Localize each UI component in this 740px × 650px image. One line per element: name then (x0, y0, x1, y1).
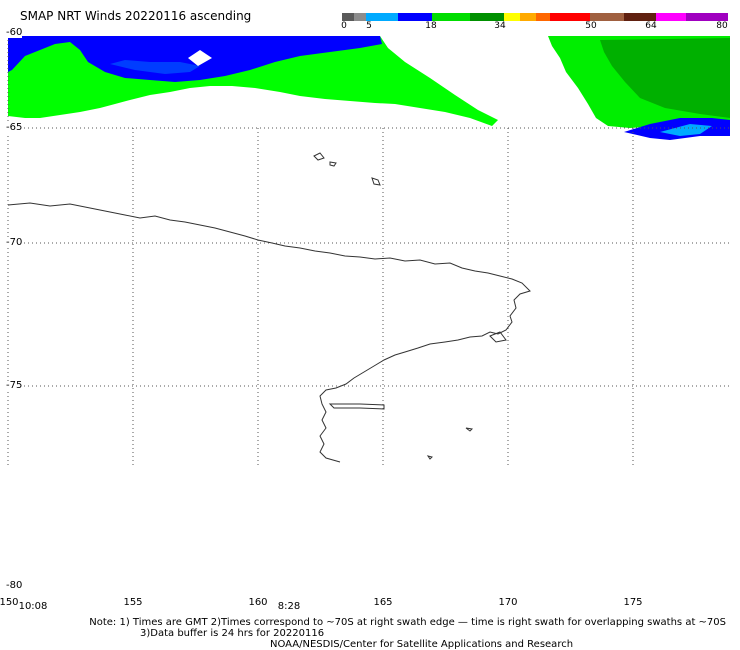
swath-time-left: 10:08 (18, 601, 48, 612)
lat-label-70: -70 (6, 237, 23, 248)
lon-label-175: 175 (623, 597, 643, 608)
lat-label-80: -80 (6, 580, 23, 591)
colorbar-swatch-7 (520, 13, 536, 21)
lat-label-65: -65 (6, 122, 23, 133)
colorbar-label-0: 0 (341, 21, 347, 31)
colorbar-label-64: 64 (645, 21, 657, 31)
colorbar-swatch-9 (550, 13, 590, 21)
colorbar-swatch-3 (398, 13, 432, 21)
colorbar-swatch-12 (656, 13, 686, 21)
antarctic-coastline (7, 202, 531, 463)
note-line-3: NOAA/NESDIS/Center for Satellite Applica… (270, 639, 574, 650)
lon-label-160: 160 (248, 597, 268, 608)
colorbar-label-5: 5 (366, 21, 372, 31)
colorbar-swatch-1 (354, 13, 366, 21)
balleny-island-1 (313, 152, 325, 161)
data-gap (188, 50, 212, 66)
lon-label-155: 155 (123, 597, 143, 608)
lon-label-170: 170 (498, 597, 518, 608)
colorbar-label-34: 34 (494, 21, 506, 31)
coastline-inlet (328, 403, 385, 410)
colorbar-swatches (342, 13, 728, 21)
wind-swath-right-lightblue (660, 124, 712, 136)
balleny-island-2 (329, 161, 337, 167)
colorbar-swatch-5 (470, 13, 504, 21)
islet-1 (465, 427, 474, 432)
swath-time-right: 8:28 (277, 601, 301, 612)
lat-label-75: -75 (6, 380, 23, 391)
colorbar-swatch-0 (342, 13, 354, 21)
lon-label-150: 150 (0, 597, 19, 608)
colorbar-swatch-8 (536, 13, 550, 21)
colorbar-swatch-6 (504, 13, 520, 21)
coastline (7, 152, 531, 463)
colorbar-swatch-2 (366, 13, 398, 21)
note-line-1: Note: 1) Times are GMT 2)Times correspon… (89, 617, 726, 628)
lon-label-165: 165 (373, 597, 393, 608)
colorbar-swatch-11 (624, 13, 656, 21)
colorbar-swatch-10 (590, 13, 624, 21)
balleny-island-3 (371, 177, 381, 186)
note-line-2: 3)Data buffer is 24 hrs for 20220116 (140, 628, 325, 639)
islet-2 (426, 455, 433, 460)
colorbar-label-18: 18 (425, 21, 437, 31)
wind-swath-left-lightblue (110, 60, 200, 74)
colorbar-label-80: 80 (716, 21, 728, 31)
graticule (7, 36, 730, 465)
colorbar-label-50: 50 (585, 21, 597, 31)
map-title: SMAP NRT Winds 20220116 ascending (20, 9, 252, 23)
wind-speed-colorbar (342, 8, 732, 27)
lat-label-60: -60 (6, 27, 23, 38)
colorbar-swatch-13 (686, 13, 728, 21)
wind-swath-right-darkgreen (600, 38, 730, 118)
coastline-shelf (489, 331, 507, 343)
colorbar-swatch-4 (432, 13, 470, 21)
